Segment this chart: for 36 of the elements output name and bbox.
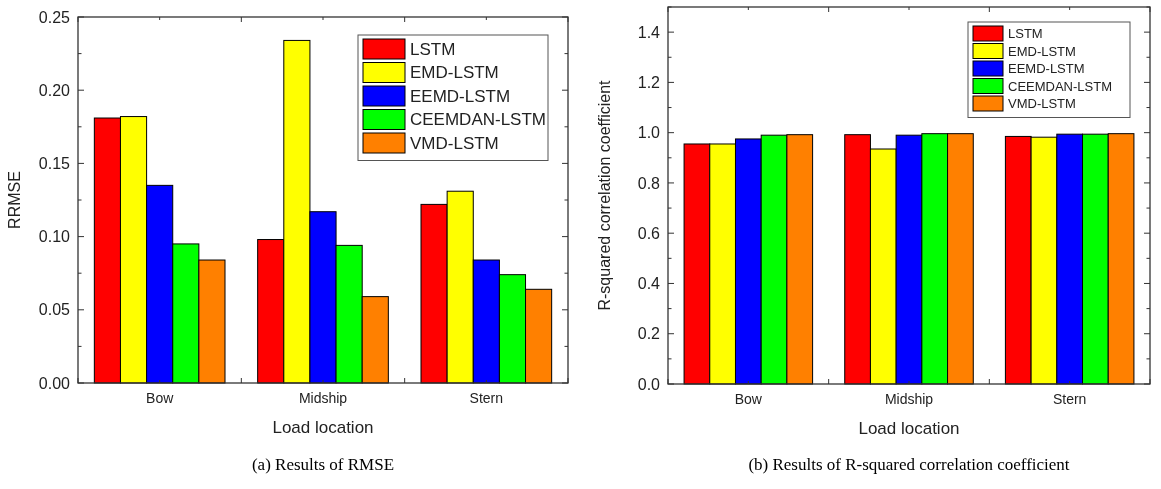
- y-tick-label: 0.00: [38, 374, 71, 392]
- y-tick-label: 0.2: [637, 325, 661, 343]
- text: (a) Results of RMSE: [251, 455, 395, 474]
- x-axis-title: Load location: [858, 419, 960, 438]
- y-axis-title: RRMSE: [6, 171, 23, 229]
- legend-label: CEEMDAN-LSTM: [410, 110, 547, 130]
- y-tick-label: 0.8: [637, 174, 661, 192]
- y-tick-label: 0.0: [637, 375, 661, 393]
- y-tick-label: 1.0: [637, 124, 661, 142]
- legend-label: EEMD-LSTM: [1008, 61, 1085, 77]
- legend-label: LSTM: [410, 39, 456, 59]
- legend-label: CEEMDAN-LSTM: [1008, 78, 1113, 94]
- x-tick-label: Midship: [884, 391, 934, 407]
- x-tick-label: Midship: [298, 390, 348, 406]
- y-axis-title: R-squared correlation coefficient: [596, 79, 613, 311]
- y-tick-label: 0.25: [38, 8, 71, 26]
- y-tick-label: 0.4: [637, 275, 661, 293]
- y-tick-label: 0.20: [38, 81, 71, 99]
- x-tick-label: Bow: [146, 390, 175, 406]
- legend-label: EMD-LSTM: [1008, 43, 1076, 59]
- legend-label: EEMD-LSTM: [410, 86, 511, 106]
- x-axis-title: Load location: [272, 418, 374, 437]
- x-tick-label: Stern: [469, 390, 504, 406]
- y-tick-label: 0.10: [38, 228, 71, 246]
- y-tick-label: 0.15: [38, 155, 71, 172]
- legend-label: VMD-LSTM: [1008, 96, 1076, 112]
- text: (b) Results of R-squared correlation coefficient: [748, 455, 1070, 474]
- x-tick-label: Bow: [734, 391, 763, 407]
- y-tick-label: 0.05: [38, 301, 71, 319]
- legend-label: LSTM: [1008, 26, 1043, 42]
- y-tick-label: 0.6: [637, 224, 661, 242]
- legend-label: VMD-LSTM: [410, 133, 499, 153]
- y-tick-label: 1.2: [637, 74, 661, 91]
- legend-label: EMD-LSTM: [410, 63, 499, 83]
- y-tick-label: 1.4: [637, 23, 661, 41]
- x-tick-label: Stern: [1052, 391, 1087, 407]
